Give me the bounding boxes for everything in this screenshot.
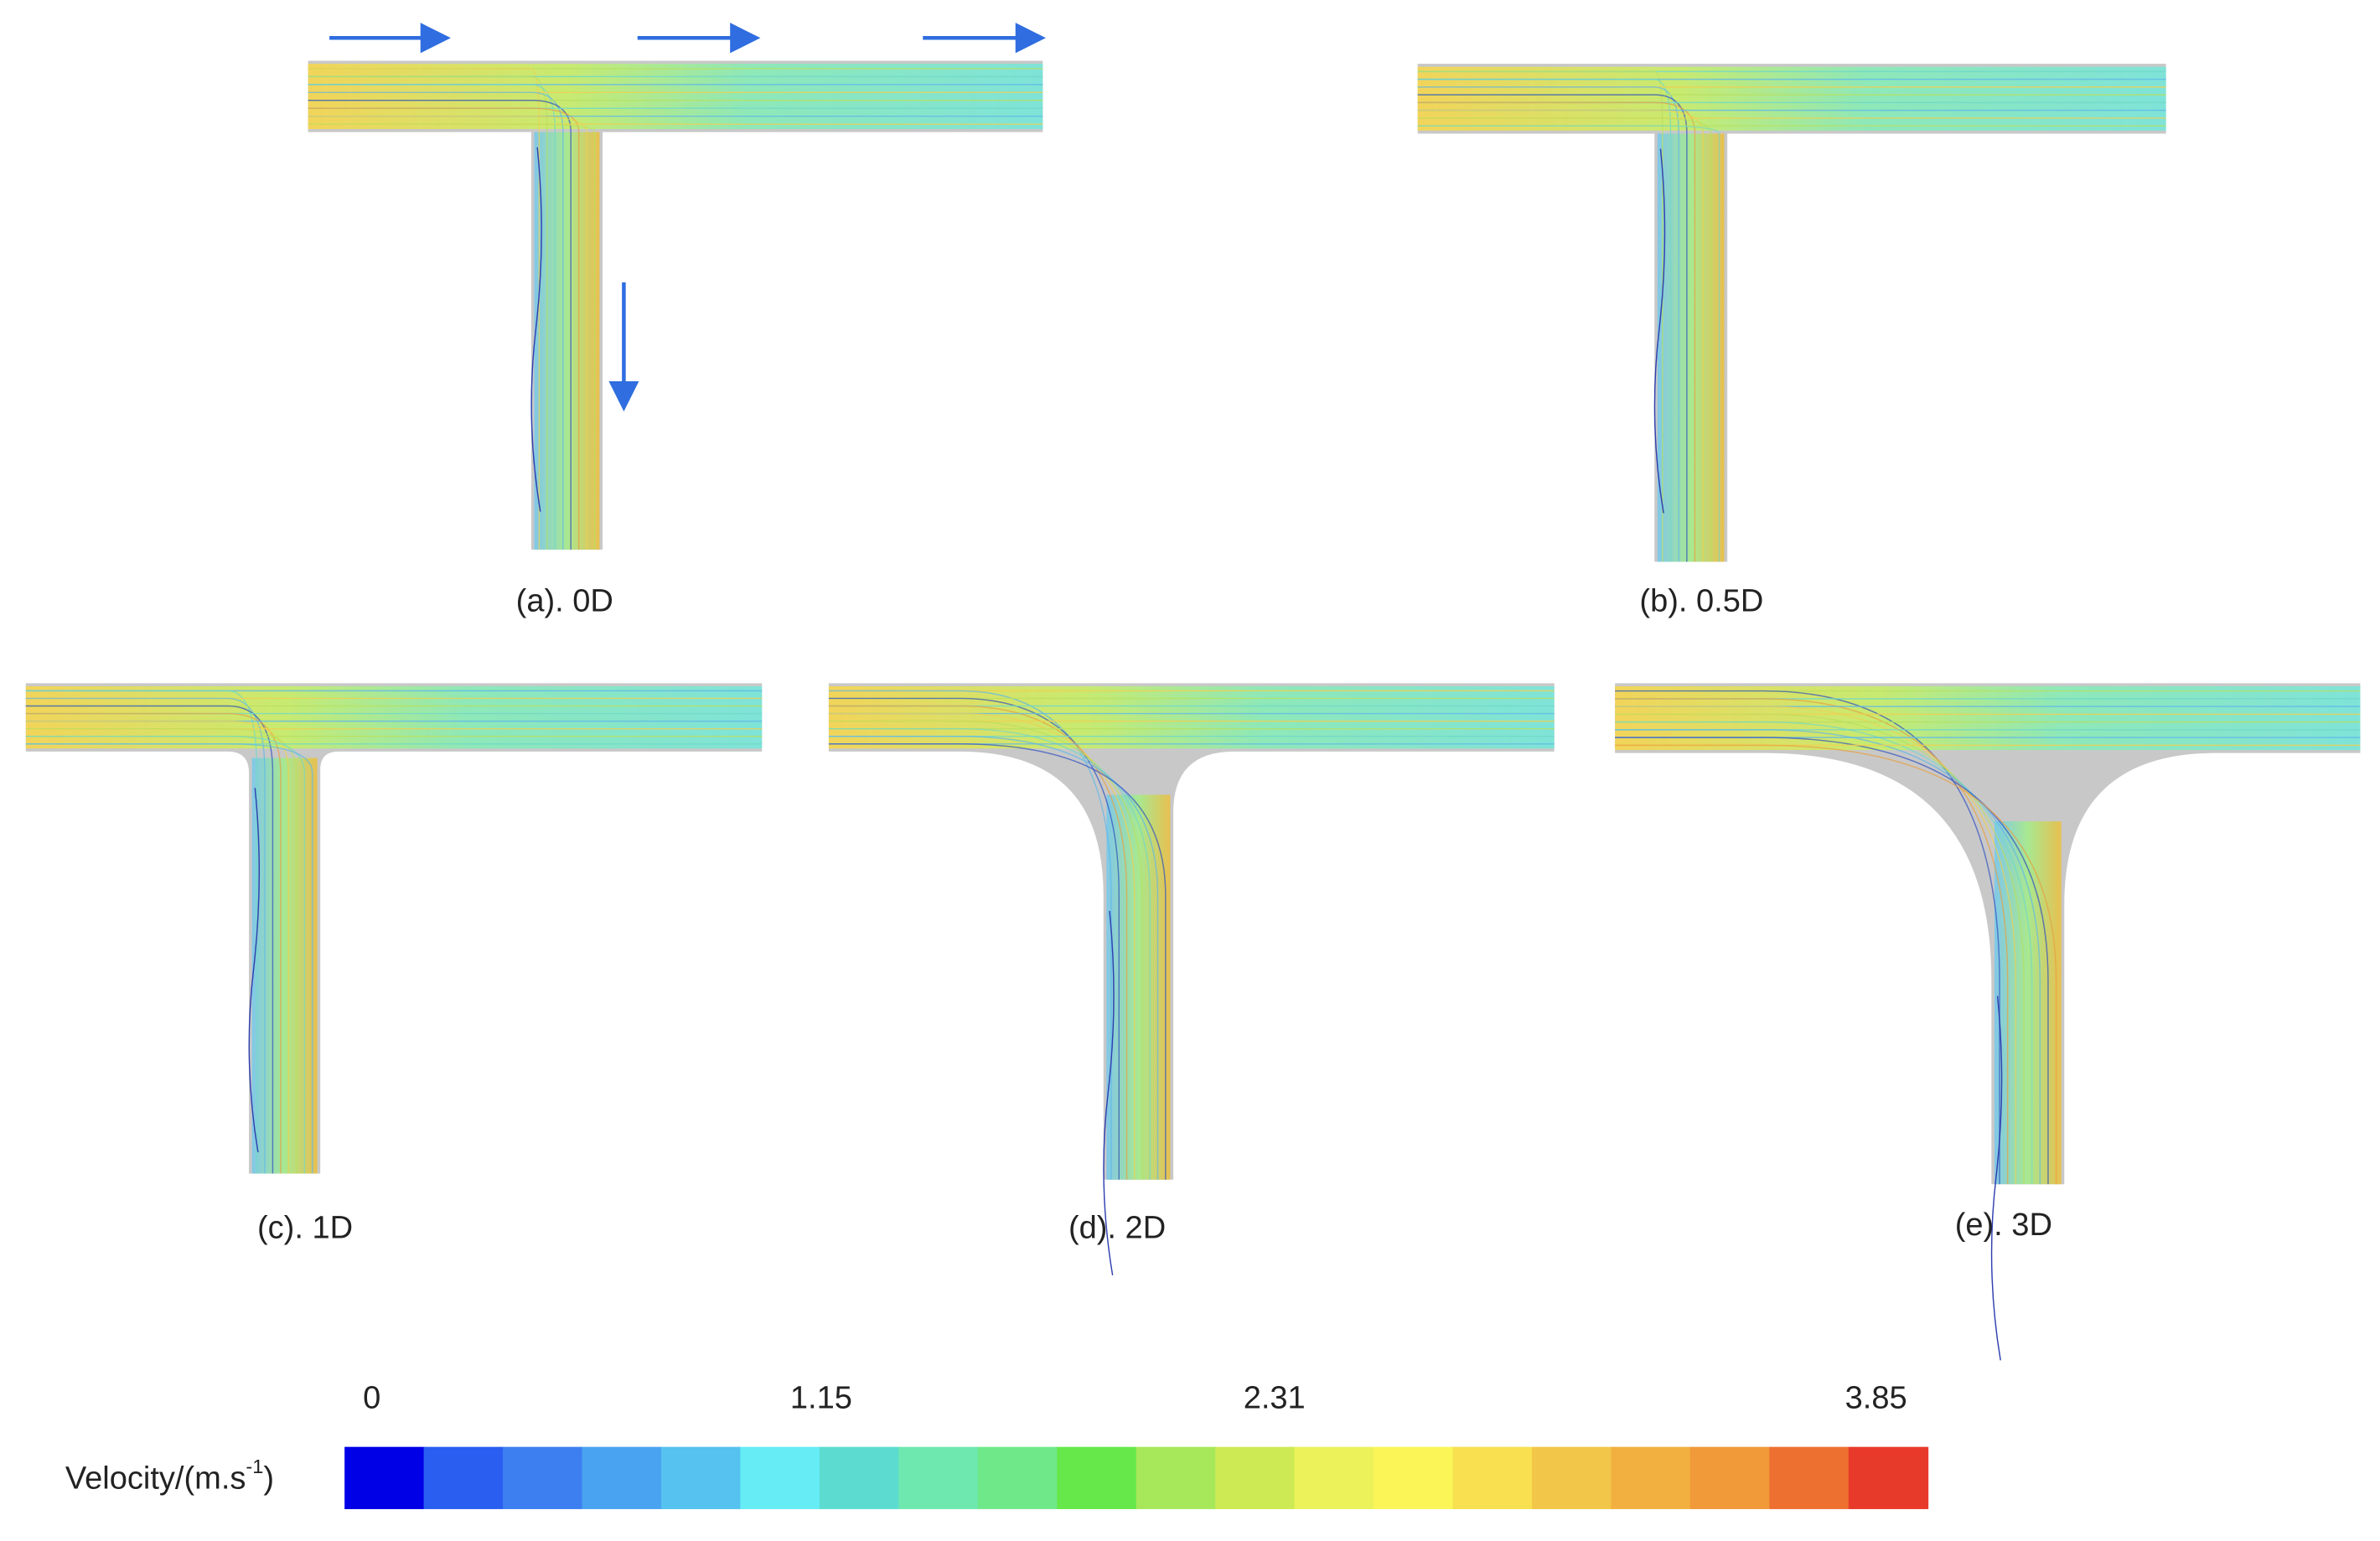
colorbar-segment	[582, 1446, 662, 1509]
colorbar: 0 1.15 2.31 3.85	[344, 1381, 1929, 1509]
colorbar-tick-label: 3.85	[1845, 1381, 1907, 1416]
colorbar-segment	[1611, 1446, 1691, 1509]
streamline	[25, 705, 274, 1174]
recirculation	[1103, 911, 1115, 1276]
streamline	[308, 123, 596, 550]
streamline	[308, 91, 564, 550]
colorbar-segment	[1848, 1446, 1929, 1509]
horizontal-flow	[25, 685, 763, 749]
panel-caption: (b). 0.5D	[1639, 583, 1763, 618]
pipe-wall	[308, 60, 1043, 550]
pipe-wall	[828, 683, 1555, 1180]
streamline	[1417, 86, 1679, 562]
streamline	[828, 720, 1143, 1180]
colorbar-segment	[423, 1446, 504, 1509]
horizontal-flow	[828, 685, 1555, 749]
streamline	[1615, 744, 2057, 1185]
pipe-wall	[1417, 64, 2166, 562]
branch-flow	[534, 132, 600, 550]
colorbar-tick-label: 1.15	[790, 1381, 852, 1416]
branch-flow	[251, 758, 318, 1174]
streamline	[828, 743, 1167, 1180]
streamline	[1417, 109, 1704, 562]
streamline	[25, 743, 313, 1174]
streamline	[1417, 125, 1720, 562]
recirculation	[530, 147, 542, 512]
streamline	[1417, 78, 1672, 562]
colorbar-segment	[1057, 1446, 1137, 1509]
pipe-wall	[25, 683, 763, 1174]
streamline	[25, 712, 282, 1174]
streamline	[1417, 70, 1663, 562]
pipes	[25, 60, 2361, 1361]
horizontal-flow	[308, 64, 1043, 130]
colorbar-segment	[740, 1446, 820, 1509]
colorbar-segment	[819, 1446, 900, 1509]
colorbar-segment	[1689, 1446, 1771, 1509]
horizontal-flow	[1615, 685, 2361, 751]
streamline	[1417, 101, 1696, 562]
captions: (a). 0D (b). 0.5D (c). 1D (d). 2D (e). 3D	[257, 583, 2052, 1245]
label-suffix: )	[263, 1461, 274, 1497]
streamline	[1417, 94, 1688, 562]
streamline	[828, 736, 1159, 1180]
streamline	[828, 727, 1151, 1180]
colorbar-segment	[1294, 1446, 1374, 1509]
streamline	[25, 727, 298, 1174]
panel-caption: (c). 1D	[257, 1211, 353, 1246]
streamline	[25, 697, 266, 1174]
recirculation	[248, 788, 261, 1153]
recirculation	[1653, 148, 1666, 514]
branch-flow	[1657, 133, 1725, 562]
horizontal-flow	[1417, 66, 2166, 131]
panel-caption: (d). 2D	[1068, 1211, 1166, 1246]
streamline	[25, 720, 290, 1174]
streamline	[1615, 737, 2049, 1185]
streamline	[308, 75, 548, 550]
colorbar-segment	[1374, 1446, 1454, 1509]
recirculation	[1990, 995, 2003, 1361]
colorbar-segment	[1769, 1446, 1850, 1509]
colorbar-segment	[977, 1446, 1058, 1509]
streamline	[308, 68, 541, 550]
colorbar-segment	[503, 1446, 583, 1509]
colorbar-segment	[898, 1446, 979, 1509]
colorbar-segment	[660, 1446, 742, 1509]
streamline	[308, 84, 556, 550]
streamline	[308, 107, 580, 550]
colorbar-segment	[1452, 1446, 1533, 1509]
colorbar-segment	[1215, 1446, 1296, 1509]
panel-caption: (a). 0D	[516, 583, 613, 618]
label-main: Velocity/(m.s	[65, 1461, 246, 1497]
streamline	[25, 736, 305, 1174]
colorbar-segment	[1136, 1446, 1217, 1509]
pipe-wall	[1615, 683, 2361, 1185]
flow-arrows	[329, 23, 1046, 412]
label-superscript: -1	[246, 1456, 263, 1477]
streamline	[308, 115, 587, 550]
streamline	[1417, 117, 1712, 562]
colorbar-segment	[344, 1446, 425, 1509]
colorbar-tick-label: 0	[363, 1381, 380, 1416]
streamline	[25, 690, 258, 1174]
panel-caption: (e). 3D	[1955, 1207, 2052, 1243]
colorbar-tick-label: 2.31	[1244, 1381, 1306, 1416]
colorbar-segment	[1531, 1446, 1612, 1509]
streamline	[1615, 729, 2041, 1185]
colorbar-label: Velocity/(m.s-1)	[65, 1456, 274, 1496]
